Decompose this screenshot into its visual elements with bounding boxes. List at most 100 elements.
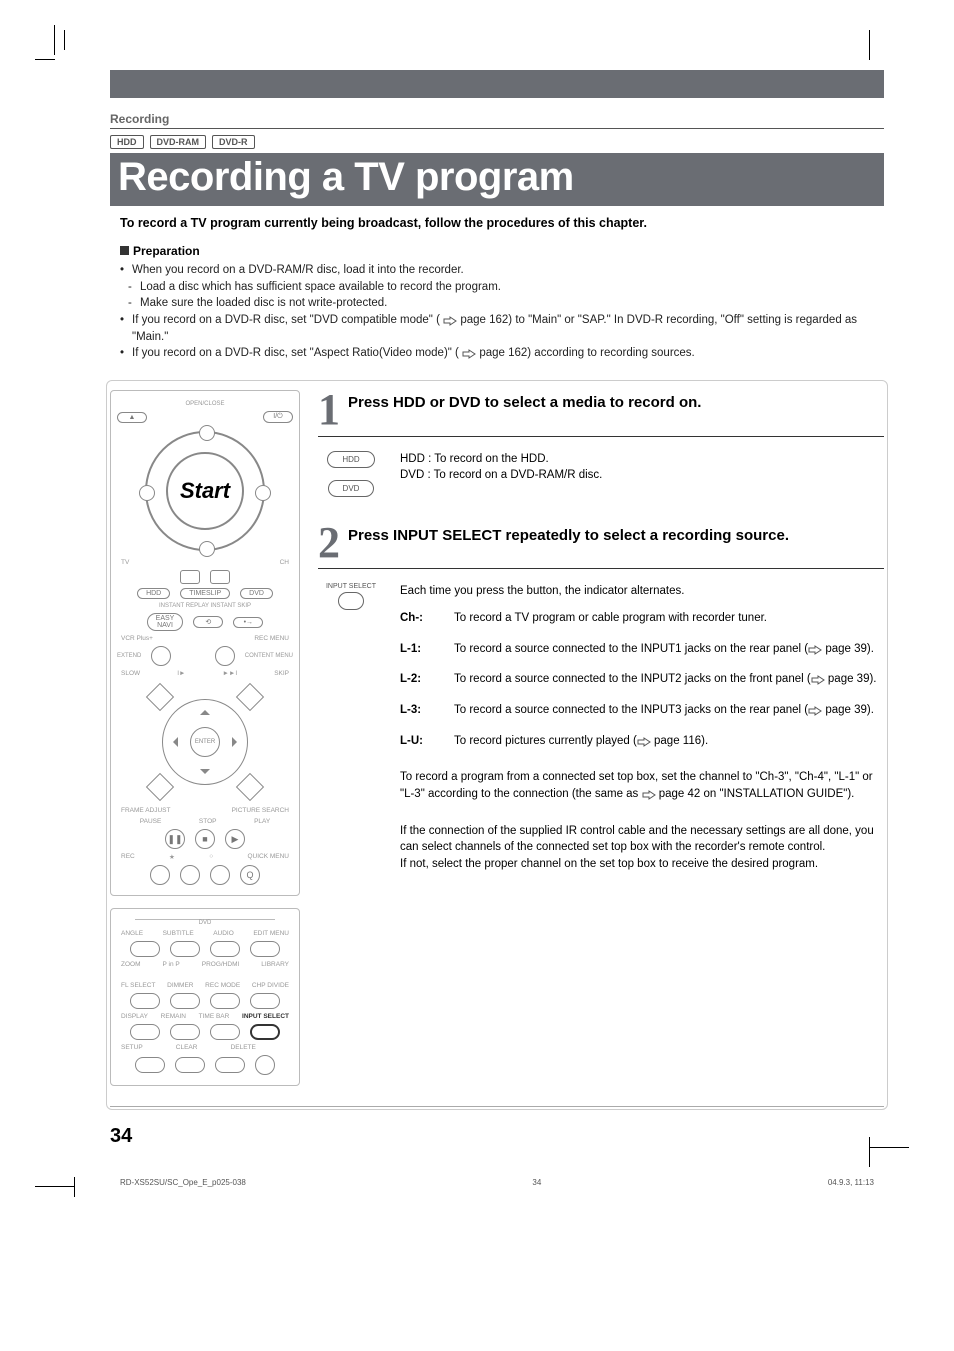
prep-subitem: Load a disc which has sufficient space a… xyxy=(120,279,884,296)
label-remain: REMAIN xyxy=(161,1013,186,1020)
label-timebar: TIME BAR xyxy=(199,1013,230,1020)
step-title: Press HDD or DVD to select a media to re… xyxy=(348,390,884,411)
round-button xyxy=(210,865,230,885)
arrow-icon xyxy=(811,674,825,684)
step1-line: HDD : To record on the HDD. xyxy=(400,451,884,468)
crop-mark xyxy=(35,1157,75,1187)
page-title: Recording a TV program xyxy=(118,155,876,200)
oval-button xyxy=(130,1024,160,1040)
step1-line: DVD : To record on a DVD-RAM/R disc. xyxy=(400,467,884,484)
enter-button: ENTER xyxy=(190,727,220,757)
badge-dvdr: DVD-R xyxy=(212,135,255,149)
dpad: ENTER xyxy=(150,687,260,797)
label-angle: ANGLE xyxy=(121,930,143,937)
page-number: 34 xyxy=(110,1125,884,1148)
src-key: L-1: xyxy=(400,641,454,658)
label-recmode: REC MODE xyxy=(205,982,240,989)
footer-right: 04.9.3, 11:13 xyxy=(828,1178,874,1187)
main-content: OPEN/CLOSE ▲ I/⏻ Start TVCH HDD T xyxy=(110,380,884,1107)
label-quick: QUICK MENU xyxy=(247,853,289,861)
step-number: 1 xyxy=(318,390,340,430)
label-content: CONTENT MENU xyxy=(245,653,293,659)
src-val: To record a source connected to the INPU… xyxy=(454,702,884,719)
section-label: Recording xyxy=(110,112,884,129)
step-number: 2 xyxy=(318,523,340,563)
src-text: To record a source connected to the INPU… xyxy=(454,704,808,716)
ring-node xyxy=(199,541,215,557)
oval-button xyxy=(250,993,280,1009)
arrow-icon xyxy=(808,644,822,654)
src-val: To record a TV program or cable program … xyxy=(454,610,884,627)
oval-button xyxy=(135,1057,165,1073)
stop-button: ■ xyxy=(195,829,215,849)
label-stop: STOP xyxy=(199,818,217,825)
round-button xyxy=(151,646,171,666)
media-badges: HDD DVD-RAM DVD-R xyxy=(110,135,884,149)
intro-text: To record a TV program currently being b… xyxy=(120,216,884,230)
crop-mark xyxy=(869,1147,909,1187)
src-key: Ch-: xyxy=(400,610,454,627)
oval-button xyxy=(215,1057,245,1073)
label-ch: CH xyxy=(280,559,289,566)
label-vcr: VCR Plus+ xyxy=(121,635,153,642)
input-select-label: INPUT SELECT xyxy=(326,583,376,590)
power-button: I/⏻ xyxy=(263,411,293,423)
input-select-oval xyxy=(338,592,364,610)
label-pause: PAUSE xyxy=(140,818,162,825)
src-text: To record a source connected to the INPU… xyxy=(454,643,808,655)
footer: RD-XS52SU/SC_Ope_E_p025-038 34 04.9.3, 1… xyxy=(110,1178,884,1187)
label-frame: FRAME ADJUST xyxy=(121,807,170,814)
preparation-heading-text: Preparation xyxy=(133,244,200,258)
label-clear: CLEAR xyxy=(176,1044,198,1051)
oval-button xyxy=(170,1024,200,1040)
label-dimmer: DIMMER xyxy=(167,982,193,989)
oval-button xyxy=(210,1024,240,1040)
src-text: page 39). xyxy=(825,673,877,685)
dvd-button-graphic: DVD xyxy=(328,480,375,497)
label-delete: DELETE xyxy=(231,1044,256,1051)
ring-node xyxy=(139,485,155,501)
prep-text: If you record on a DVD-R disc, set "Aspe… xyxy=(132,347,459,359)
label-slow: SLOW xyxy=(121,670,140,677)
page: Recording HDD DVD-RAM DVD-R Recording a … xyxy=(0,0,954,1227)
prep-text: If you record on a DVD-R disc, set "DVD … xyxy=(132,314,440,326)
prep-subitem: Make sure the loaded disc is not write-p… xyxy=(120,295,884,312)
crop-mark xyxy=(869,30,899,60)
label-recmenu: REC MENU xyxy=(254,635,289,642)
ring-node xyxy=(255,485,271,501)
crop-mark xyxy=(35,30,65,60)
label-chpdiv: CHP DIVIDE xyxy=(252,982,289,989)
arrow-icon xyxy=(642,789,656,799)
arrow-icon xyxy=(443,315,457,325)
start-ring: Start xyxy=(145,431,265,551)
oval-button xyxy=(250,1024,280,1040)
header-bar xyxy=(110,70,884,98)
label-subtitle: SUBTITLE xyxy=(163,930,194,937)
label-inputselect: INPUT SELECT xyxy=(242,1013,289,1020)
src-text: page 39). xyxy=(822,704,874,716)
step2-note1: To record a program from a connected set… xyxy=(400,769,884,802)
label-picture: PICTURE SEARCH xyxy=(232,807,289,814)
prep-item: If you record on a DVD-R disc, set "DVD … xyxy=(120,312,884,345)
label-editmenu: EDIT MENU xyxy=(253,930,289,937)
oval-button xyxy=(175,1057,205,1073)
pause-button: ❚❚ xyxy=(165,829,185,849)
arrow-icon xyxy=(462,348,476,358)
label-openclose: OPEN/CLOSE xyxy=(185,401,224,407)
label-extend: EXTEND xyxy=(117,653,141,659)
arrow-icon xyxy=(808,705,822,715)
round-button xyxy=(255,1055,275,1075)
chev-button xyxy=(210,570,230,584)
footer-mid: 34 xyxy=(532,1178,541,1187)
badge-dvdram: DVD-RAM xyxy=(150,135,207,149)
oval-button xyxy=(210,941,240,957)
step-title: Press INPUT SELECT repeatedly to select … xyxy=(348,523,884,544)
step-2: 2 Press INPUT SELECT repeatedly to selec… xyxy=(318,523,884,873)
round-button xyxy=(180,865,200,885)
label-tv: TV xyxy=(121,559,129,566)
src-key: L-U: xyxy=(400,733,454,750)
src-text: To record a TV program or cable program … xyxy=(454,612,767,624)
src-text: page 39). xyxy=(822,643,874,655)
hdd-button: HDD xyxy=(137,588,170,599)
label-dvdgroup: DVD xyxy=(135,919,276,926)
